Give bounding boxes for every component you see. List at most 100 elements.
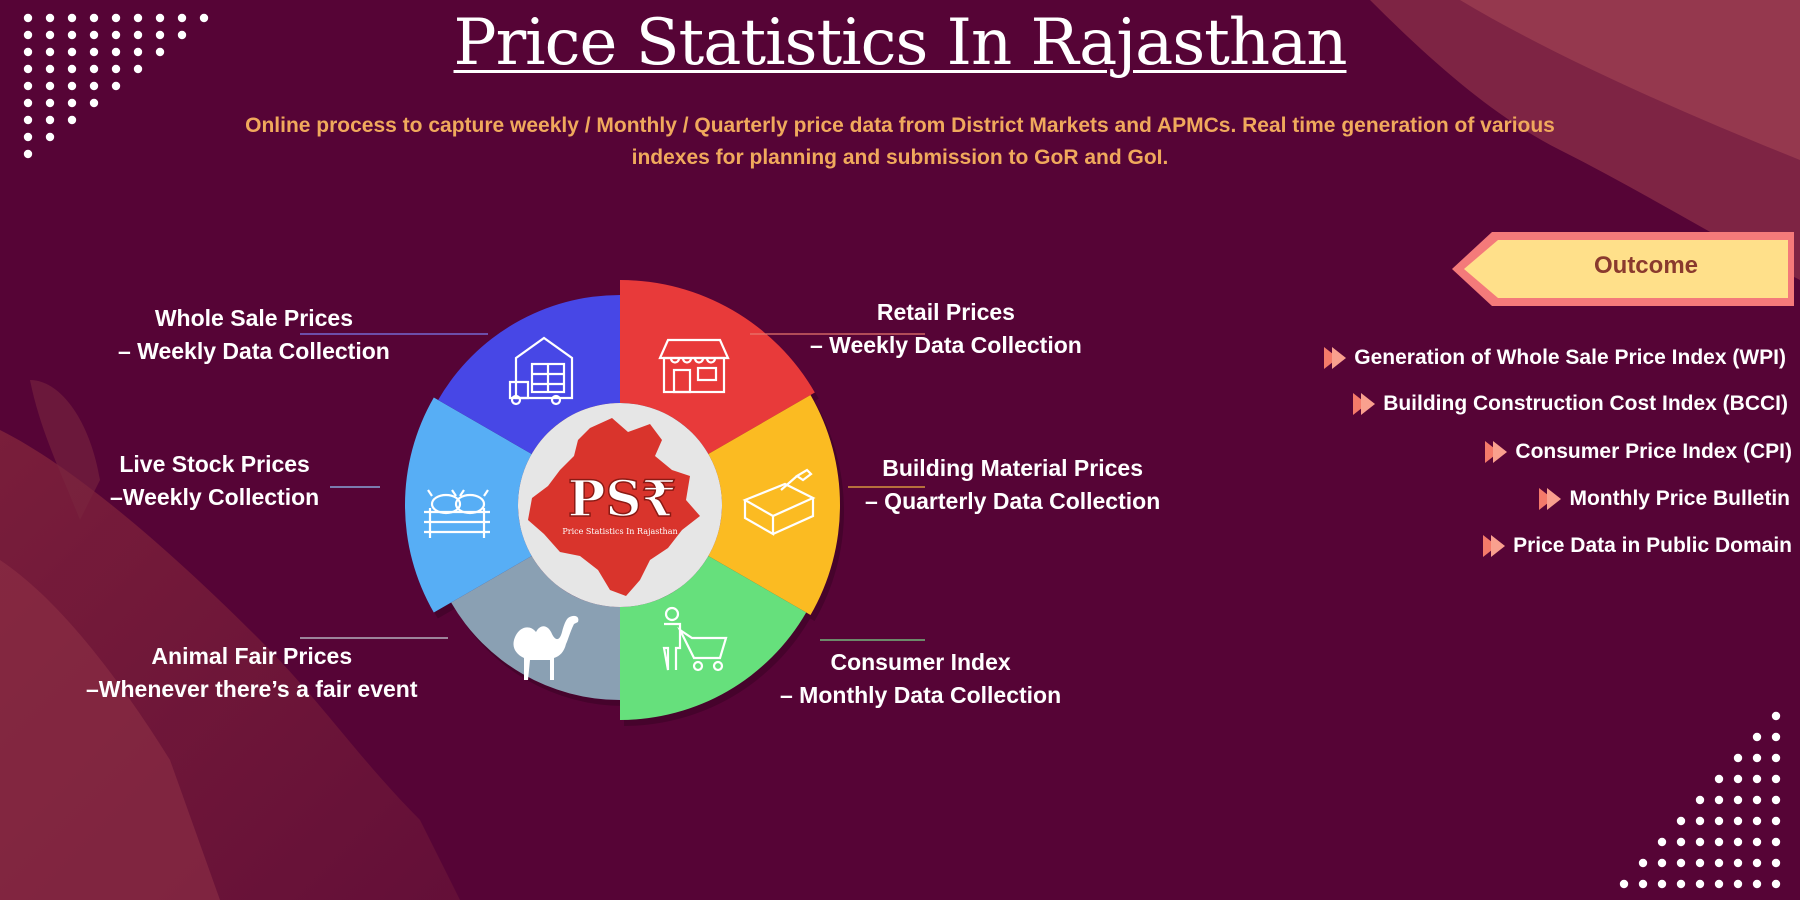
decor-dot xyxy=(133,13,143,23)
decor-dot xyxy=(23,30,33,40)
double-arrow-icon xyxy=(1324,347,1347,369)
decor-dot xyxy=(23,115,33,125)
decor-dot xyxy=(45,13,55,23)
decor-dot xyxy=(1733,816,1743,826)
decor-dot xyxy=(23,47,33,57)
decor-dot xyxy=(1752,858,1762,868)
decor-dot xyxy=(1695,837,1705,847)
decor-dot xyxy=(45,132,55,142)
decor-dot xyxy=(1752,753,1762,763)
decor-dot xyxy=(89,64,99,74)
decor-dot xyxy=(1676,816,1686,826)
segment-retail xyxy=(620,280,815,454)
decor-dot xyxy=(1733,837,1743,847)
decor-dot xyxy=(1771,774,1781,784)
decor-dot xyxy=(177,30,187,40)
decor-dot xyxy=(67,81,77,91)
decor-dot xyxy=(45,81,55,91)
camel-icon xyxy=(513,615,579,680)
decor-dot xyxy=(133,47,143,57)
decor-dot xyxy=(67,64,77,74)
decor-dot xyxy=(111,47,121,57)
decor-dot xyxy=(1733,753,1743,763)
outcome-item-bcci: Building Construction Cost Index (BCCI) xyxy=(1353,392,1788,416)
decor-dot xyxy=(89,47,99,57)
decor-dot xyxy=(1714,879,1724,889)
decor-dot xyxy=(1714,858,1724,868)
decor-dot xyxy=(1695,879,1705,889)
double-arrow-icon xyxy=(1353,393,1376,415)
warehouse-truck-icon xyxy=(508,336,574,406)
decor-dot xyxy=(67,13,77,23)
page-title: Price Statistics In Rajasthan xyxy=(453,6,1348,80)
decor-dot xyxy=(45,47,55,57)
dot-pattern-top-left xyxy=(23,13,209,159)
outcome-item-cpi: Consumer Price Index (CPI) xyxy=(1485,440,1792,464)
decor-dot xyxy=(111,30,121,40)
decor-dot xyxy=(1771,711,1781,721)
segment-label-consumer: Consumer Index – Monthly Data Collection xyxy=(780,649,1062,708)
decor-dot xyxy=(89,81,99,91)
decor-dot xyxy=(67,30,77,40)
segment-label-building: Building Material Prices – Quarterly Dat… xyxy=(865,455,1161,514)
decor-dot xyxy=(1657,879,1667,889)
shop-icon xyxy=(658,338,730,394)
decor-dot xyxy=(23,64,33,74)
decor-dot xyxy=(1619,879,1629,889)
outcome-label: Outcome xyxy=(1593,252,1698,279)
decor-dot xyxy=(1676,837,1686,847)
outcome-item-wpi: Generation of Whole Sale Price Index (WP… xyxy=(1324,346,1786,370)
decor-dot xyxy=(23,13,33,23)
decor-dot xyxy=(1752,774,1762,784)
decor-dot xyxy=(1695,816,1705,826)
rajasthan-map-logo xyxy=(528,418,700,596)
decor-dot xyxy=(1771,858,1781,868)
decor-dot xyxy=(23,149,33,159)
segment-livestock xyxy=(405,397,532,613)
decor-dot xyxy=(155,47,165,57)
decor-dot xyxy=(177,13,187,23)
decor-dot xyxy=(1771,879,1781,889)
segment-label-animal: Animal Fair Prices –Whenever there’s a f… xyxy=(86,643,418,702)
segment-animal xyxy=(451,556,620,700)
decor-dot xyxy=(23,98,33,108)
decor-dot xyxy=(1752,732,1762,742)
decor-dot xyxy=(45,98,55,108)
decor-dot xyxy=(1771,837,1781,847)
decor-dot xyxy=(1714,837,1724,847)
outcome-item-public-domain: Price Data in Public Domain xyxy=(1483,534,1792,558)
decor-dot xyxy=(1733,774,1743,784)
decor-dot xyxy=(1752,816,1762,826)
decor-dot xyxy=(1733,795,1743,805)
decor-dot xyxy=(1657,837,1667,847)
shopper-cart-icon xyxy=(662,606,728,672)
segment-label-retail: Retail Prices – Weekly Data Collection xyxy=(810,299,1082,358)
decor-dot xyxy=(1733,858,1743,868)
decor-dot xyxy=(155,13,165,23)
decor-dot xyxy=(45,64,55,74)
decor-dot xyxy=(111,81,121,91)
decor-dot xyxy=(1676,858,1686,868)
decor-dot xyxy=(1714,774,1724,784)
decor-dot xyxy=(45,30,55,40)
decor-dot xyxy=(1638,858,1648,868)
decor-dot xyxy=(1714,795,1724,805)
outcome-badge xyxy=(1448,228,1798,310)
segment-wholesale xyxy=(438,295,620,454)
decor-dot xyxy=(67,98,77,108)
segment-label-livestock: Live Stock Prices –Weekly Collection xyxy=(110,451,320,510)
decor-dot xyxy=(111,13,121,23)
decor-dot xyxy=(1771,753,1781,763)
decor-dot xyxy=(1771,816,1781,826)
decor-dot xyxy=(23,81,33,91)
decor-dot xyxy=(1638,879,1648,889)
decor-dot xyxy=(111,64,121,74)
dot-pattern-bottom-right xyxy=(1619,711,1781,889)
decor-dot xyxy=(1657,858,1667,868)
decor-dot xyxy=(67,115,77,125)
double-arrow-icon xyxy=(1539,488,1562,510)
segment-label-wholesale: Whole Sale Prices – Weekly Data Collecti… xyxy=(118,305,390,364)
decor-dot xyxy=(133,30,143,40)
